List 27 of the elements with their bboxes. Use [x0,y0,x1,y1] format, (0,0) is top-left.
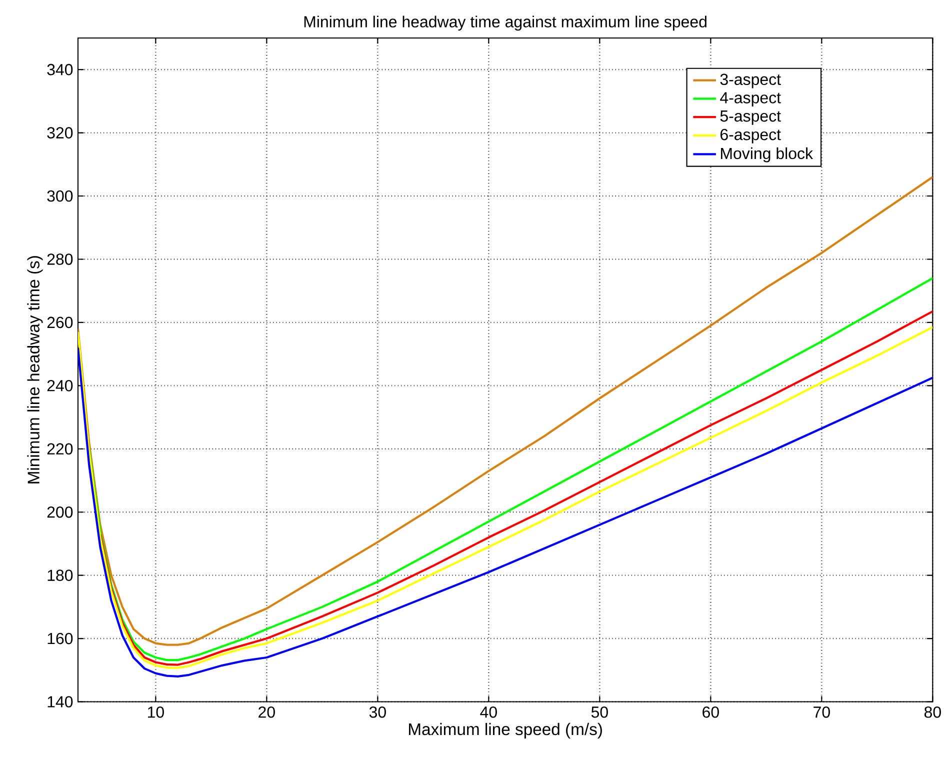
y-tick-label: 280 [47,254,73,266]
x-tick-label: 70 [814,706,830,718]
y-tick-label: 220 [47,443,73,455]
y-tick-label: 160 [48,633,73,644]
chart-title: Minimum line headway time against maximum line speed [304,16,706,31]
legend-label: 6-aspect [720,129,781,144]
x-tick-label: 20 [258,706,275,718]
legend-label: 5-aspect [720,110,781,125]
x-tick-label: 30 [369,706,386,718]
y-tick-label: 300 [47,190,73,202]
x-tick-label: 40 [480,706,497,718]
y-tick-label: 200 [47,506,73,518]
legend-label: 3-aspect [720,74,781,88]
y-tick-label: 180 [48,570,73,582]
y-tick-label: 140 [48,696,73,708]
x-tick-label: 60 [702,706,719,718]
x-tick-label: 80 [924,706,941,718]
x-axis-title: Maximum line speed (m/s) [409,723,602,739]
y-tick-label: 240 [47,380,73,392]
x-tick-label: 50 [591,706,608,718]
y-tick-label: 340 [47,64,73,76]
y-axis-title: Minimum line headway time (s) [27,256,43,484]
legend-label: 4-aspect [720,92,781,107]
y-tick-label: 320 [47,127,73,139]
legend-label: Moving block [721,148,814,162]
y-tick-label: 260 [47,316,73,328]
x-tick-label: 10 [148,706,164,718]
